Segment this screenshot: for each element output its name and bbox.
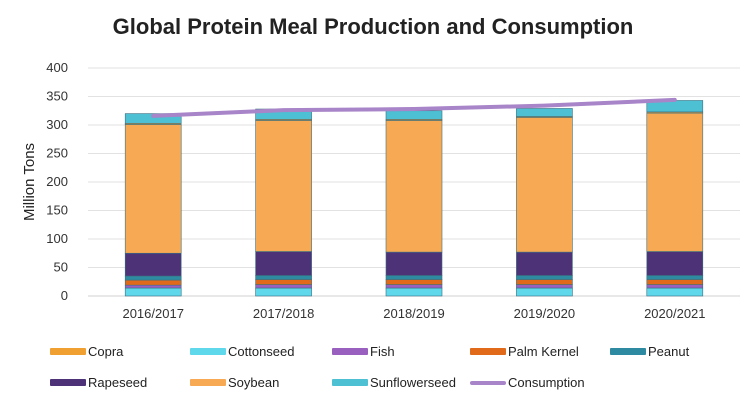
bar-segment-soybean [516, 117, 573, 253]
bar-segment-sunflowerseed [124, 113, 182, 124]
bar-segment-fish [255, 284, 312, 289]
bar-segment-cottonseed [516, 287, 573, 297]
legend-label: Fish [370, 344, 395, 359]
legend-swatch [190, 348, 226, 355]
legend-label: Sunflowerseed [370, 375, 456, 390]
legend-item-cottonseed: Cottonseed [190, 344, 295, 359]
legend-label: Peanut [648, 344, 690, 359]
y-tick-label: 200 [46, 174, 68, 189]
legend-label: Copra [88, 344, 124, 359]
y-tick-label: 0 [61, 288, 68, 303]
legend-label: Consumption [508, 375, 585, 390]
bar-segment-palm-kernel [124, 279, 182, 286]
legend-item-fish: Fish [332, 344, 395, 359]
bar-segment-fish [124, 284, 182, 289]
legend-label: Cottonseed [228, 344, 295, 359]
x-tick-label: 2020/2021 [644, 306, 705, 321]
legend-label: Palm Kernel [508, 344, 579, 359]
bar-segment-cottonseed [124, 287, 182, 297]
bar-segment-palm-kernel [385, 279, 443, 285]
bar-segment-peanut [516, 275, 573, 280]
legend-swatch [332, 348, 368, 355]
bar-segment-palm-kernel [646, 279, 704, 285]
y-tick-label: 100 [46, 231, 68, 246]
bar-segment-sunflowerseed [385, 110, 443, 120]
bar-segment-palm-kernel [255, 279, 312, 285]
legend-swatch [470, 348, 506, 355]
x-tick-label: 2018/2019 [383, 306, 444, 321]
bar-segment-cottonseed [385, 287, 443, 297]
chart-title: Global Protein Meal Production and Consu… [112, 14, 634, 39]
bar-segment-rapeseed [385, 251, 443, 276]
legend-item-consumption: Consumption [470, 375, 585, 390]
bar-segment-palm-kernel [516, 279, 573, 285]
legend-item-rapeseed: Rapeseed [50, 375, 147, 390]
bar-segment-soybean [646, 112, 704, 252]
bar-segment-rapeseed [124, 252, 182, 277]
bar-segment-fish [646, 284, 704, 289]
legend-swatch [50, 348, 86, 355]
bar-segment-cottonseed [255, 287, 312, 297]
bar-segment-rapeseed [516, 251, 573, 276]
x-tick-label: 2017/2018 [253, 306, 314, 321]
y-tick-label: 350 [46, 89, 68, 104]
legend-swatch [50, 379, 86, 386]
y-tick-label: 150 [46, 203, 68, 218]
bar-segment-peanut [124, 275, 182, 281]
x-tick-label: 2016/2017 [122, 306, 183, 321]
y-tick-label: 400 [46, 60, 68, 75]
legend-item-palm-kernel: Palm Kernel [470, 344, 579, 359]
x-tick-label: 2019/2020 [514, 306, 575, 321]
legend-swatch [332, 379, 368, 386]
bar-segment-peanut [255, 275, 312, 280]
y-tick-label: 300 [46, 117, 68, 132]
bar-segment-peanut [385, 275, 443, 280]
legend-label: Soybean [228, 375, 280, 390]
bar-segment-sunflowerseed [516, 108, 573, 117]
bar-segment-fish [385, 284, 443, 289]
legend-swatch [190, 379, 226, 386]
y-tick-label: 250 [46, 146, 68, 161]
legend-swatch [610, 348, 646, 355]
bar-segment-rapeseed [646, 251, 704, 276]
legend-item-sunflowerseed: Sunflowerseed [332, 375, 456, 390]
legend-item-peanut: Peanut [610, 344, 689, 359]
bar-segment-peanut [646, 275, 704, 280]
legend-item-copra: Copra [50, 344, 123, 359]
bar-segment-cottonseed [646, 287, 704, 297]
bar-segment-soybean [385, 120, 443, 253]
legend-label: Rapeseed [88, 375, 148, 390]
y-axis-label: Million Tons [21, 143, 38, 221]
bar-segment-rapeseed [255, 251, 312, 276]
bar-segment-fish [516, 284, 573, 289]
legend-swatch [470, 380, 506, 385]
y-tick-label: 50 [54, 260, 68, 275]
legend-item-soybean: Soybean [190, 375, 279, 390]
consumption-line [151, 97, 677, 118]
bar-segment-soybean [124, 124, 182, 254]
bar-segment-soybean [255, 120, 312, 252]
